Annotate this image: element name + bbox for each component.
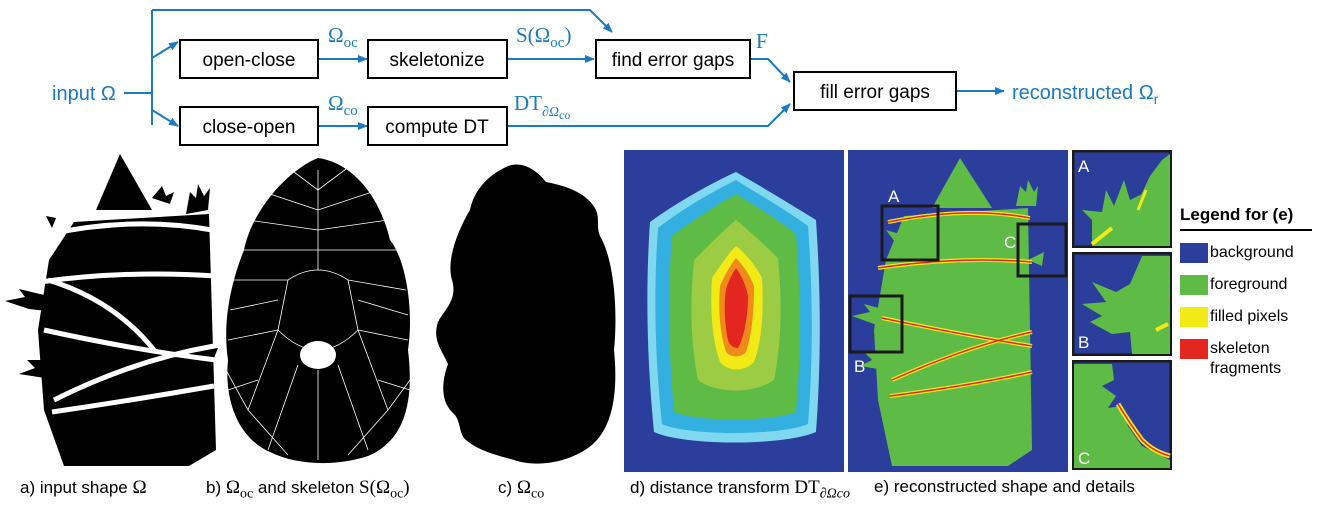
legend-item-filled: filled pixels: [1180, 307, 1330, 327]
panel-distance-transform: [624, 150, 844, 472]
zoom-panel-b: B: [1072, 252, 1172, 356]
panel-skeleton: [225, 158, 411, 464]
edge-input-to-find-gaps: [152, 9, 613, 33]
inset-box-b: [848, 294, 904, 354]
compute-dt-label: compute DT: [385, 117, 489, 138]
inset-label-b: B: [854, 357, 865, 376]
edge-label-omega-co: Ωco: [328, 91, 358, 119]
legend: Legend for (e) background foreground fil…: [1180, 205, 1330, 379]
box-find-error-gaps: [595, 39, 751, 79]
input-label: input Ω: [52, 83, 116, 105]
edge-label-s-omega-oc: S(Ωoc): [516, 23, 571, 51]
inset-box-c: [1016, 222, 1068, 278]
legend-swatch-skeleton: [1180, 339, 1208, 359]
edge-label-omega-oc: Ωoc: [328, 23, 358, 51]
legend-item-skeleton: skeleton fragments: [1180, 339, 1330, 379]
legend-label-background: background: [1210, 244, 1294, 261]
edge-compute-dt-to-fill-gaps: [507, 103, 791, 127]
legend-item-foreground: foreground: [1180, 275, 1330, 295]
close-open-label: close-open: [203, 117, 296, 138]
legend-swatch-foreground: [1180, 275, 1208, 295]
box-fill-error-gaps: [793, 71, 957, 111]
zoom-panel-c: C: [1072, 360, 1172, 470]
output-label: reconstructed Ωr: [1012, 82, 1159, 107]
legend-item-background: background: [1180, 243, 1330, 263]
box-open-close: [179, 39, 319, 79]
legend-label-foreground: foreground: [1210, 276, 1288, 293]
caption-b: b) Ωoc and skeleton S(Ωoc): [206, 477, 410, 502]
legend-label-skeleton: skeleton fragments: [1210, 340, 1282, 377]
inset-label-a: A: [888, 187, 900, 206]
box-skeletonize: [367, 39, 508, 79]
caption-c: c) Ωco: [498, 477, 545, 502]
box-compute-dt: [367, 106, 508, 146]
open-close-label: open-close: [203, 50, 296, 71]
caption-a: a) input shape Ω: [20, 477, 147, 498]
legend-swatch-filled: [1180, 307, 1208, 327]
pipeline-diagram: open-close skeletonize find error gaps c…: [52, 9, 1159, 146]
edge-label-f: F: [756, 29, 768, 53]
skeletonize-label: skeletonize: [389, 50, 484, 71]
box-close-open: [179, 106, 319, 146]
panel-input-shape: [5, 154, 218, 466]
legend-title: Legend for (e): [1180, 205, 1312, 231]
caption-e: e) reconstructed shape and details: [874, 477, 1135, 496]
zoom-label-c: C: [1078, 449, 1090, 468]
panel-reconstructed: A B C: [848, 150, 1068, 472]
edge-input-to-open-close: [151, 41, 179, 59]
fill-error-gaps-label: fill error gaps: [820, 82, 930, 103]
caption-d: d) distance transform DT∂Ωco: [630, 477, 850, 502]
zoom-label-b: B: [1078, 333, 1089, 352]
legend-label-filled: filled pixels: [1210, 308, 1289, 325]
find-error-gaps-label: find error gaps: [612, 50, 735, 71]
zoom-label-a: A: [1078, 157, 1090, 176]
legend-swatch-background: [1180, 243, 1208, 263]
edge-find-gaps-to-fill-gaps: [750, 58, 791, 83]
edge-input-to-close-open: [151, 109, 179, 127]
inset-box-a: [880, 204, 940, 262]
edge-label-dt: DT∂Ωco: [514, 91, 570, 122]
zoom-panel-a: A: [1072, 150, 1172, 248]
inset-label-c: C: [1004, 233, 1016, 252]
panel-omega-co: [436, 164, 616, 464]
